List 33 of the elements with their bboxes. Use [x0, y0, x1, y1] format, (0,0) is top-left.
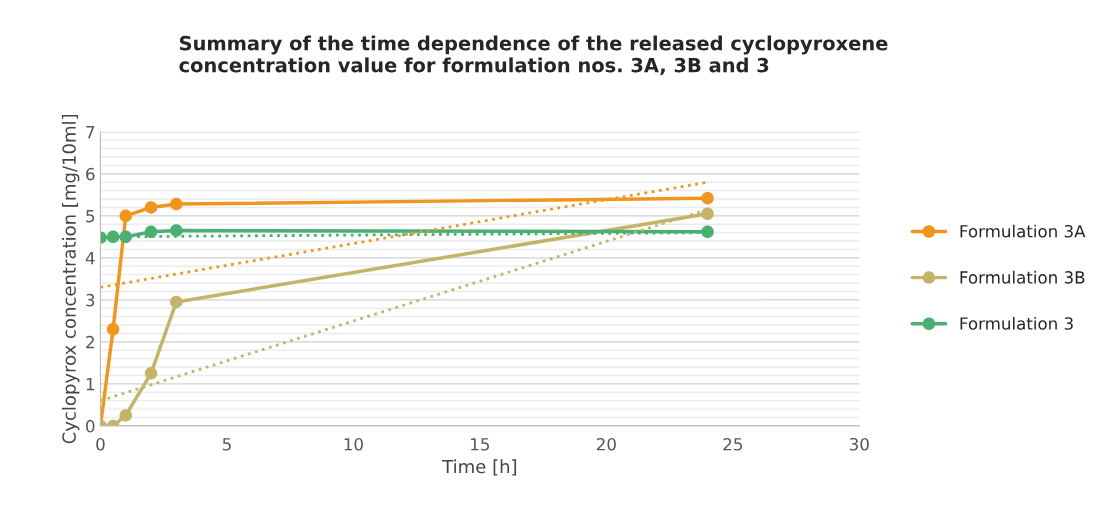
- y-axis-title: Cyclopyrox concentration [mg/10ml]: [61, 114, 80, 444]
- y-tick-label: 7: [86, 126, 95, 139]
- x-tick-label: 25: [723, 437, 742, 451]
- y-tick-label: 1: [86, 378, 95, 391]
- x-axis-title: Time [h]: [442, 459, 517, 476]
- point: [170, 197, 183, 211]
- point: [701, 191, 714, 205]
- x-tick-label: 15: [471, 438, 490, 451]
- y-tick-label: 3: [86, 293, 95, 307]
- x-tick-label: 5: [222, 438, 231, 451]
- legend-label: Formulation 3B: [960, 270, 1085, 284]
- x-tick-label: 20: [596, 437, 616, 451]
- point: [106, 323, 120, 336]
- x-tick-label: 0: [96, 437, 105, 451]
- x-tick-label: 30: [849, 437, 869, 451]
- y-tick-label: 5: [86, 210, 95, 223]
- point: [119, 209, 132, 223]
- y-tick-label: 4: [85, 252, 95, 265]
- point: [144, 225, 158, 239]
- y-tick-label: 6: [86, 167, 95, 181]
- point: [170, 224, 183, 237]
- point: [119, 409, 132, 422]
- chart-title: Summary of the time dependence of the released cyclopyroxene concentration value for formulation nos. 3A, 3B and 3: [179, 35, 888, 75]
- x-tick-label: 10: [344, 437, 363, 451]
- point: [170, 295, 183, 309]
- point: [144, 201, 158, 214]
- point: [144, 367, 158, 380]
- point: [701, 207, 714, 220]
- legend-label: Formulation 3: [960, 316, 1073, 330]
- y-tick-label: 2: [86, 335, 94, 349]
- legend-label: Formulation 3A: [960, 224, 1086, 238]
- point: [701, 225, 714, 239]
- y-tick-label: 0: [86, 419, 95, 433]
